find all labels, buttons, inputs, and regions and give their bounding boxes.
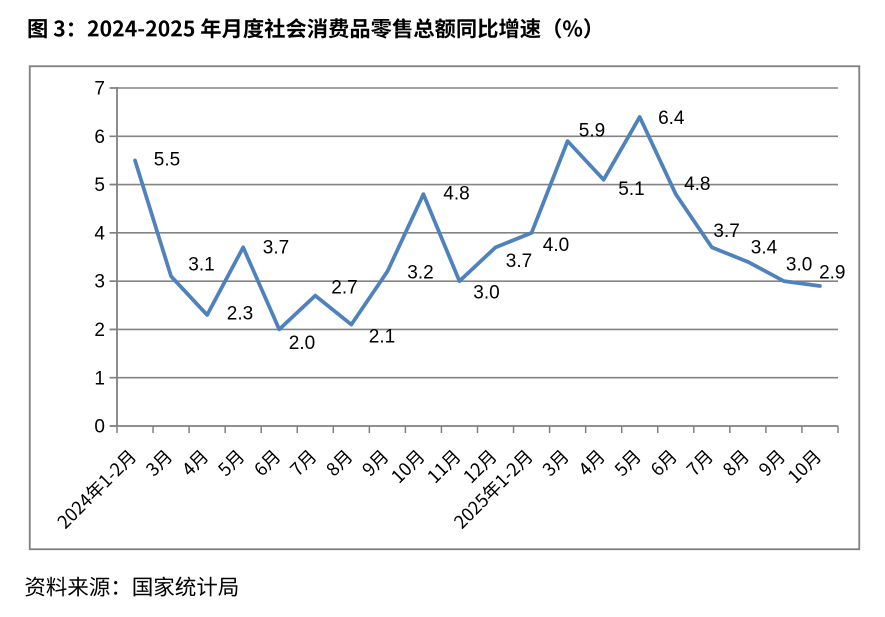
svg-text:3.2: 3.2 xyxy=(407,263,433,284)
svg-text:2.1: 2.1 xyxy=(369,327,395,348)
svg-text:7: 7 xyxy=(94,79,105,100)
svg-text:0: 0 xyxy=(94,417,105,438)
svg-text:6: 6 xyxy=(94,127,105,148)
svg-text:2.0: 2.0 xyxy=(289,333,315,354)
svg-text:3.4: 3.4 xyxy=(751,238,778,259)
svg-text:6.4: 6.4 xyxy=(658,108,685,129)
svg-text:1: 1 xyxy=(94,368,105,389)
svg-text:3.0: 3.0 xyxy=(786,254,812,275)
svg-text:4.8: 4.8 xyxy=(684,174,710,195)
svg-text:4.8: 4.8 xyxy=(443,184,469,205)
svg-text:2.3: 2.3 xyxy=(227,304,253,325)
svg-text:4: 4 xyxy=(94,223,105,244)
svg-text:2: 2 xyxy=(94,320,105,341)
svg-text:2.7: 2.7 xyxy=(331,278,357,299)
svg-text:5.1: 5.1 xyxy=(618,179,644,200)
svg-text:3: 3 xyxy=(94,272,105,293)
svg-text:5: 5 xyxy=(94,175,105,196)
svg-text:3.7: 3.7 xyxy=(713,221,739,242)
svg-text:3.1: 3.1 xyxy=(188,255,214,276)
svg-text:2.9: 2.9 xyxy=(819,263,845,284)
svg-text:3.7: 3.7 xyxy=(263,238,289,259)
svg-text:3.7: 3.7 xyxy=(506,251,532,272)
svg-text:4.0: 4.0 xyxy=(543,235,569,256)
svg-text:3.0: 3.0 xyxy=(473,283,499,304)
svg-text:5.5: 5.5 xyxy=(154,150,180,171)
svg-text:5.9: 5.9 xyxy=(579,121,605,142)
